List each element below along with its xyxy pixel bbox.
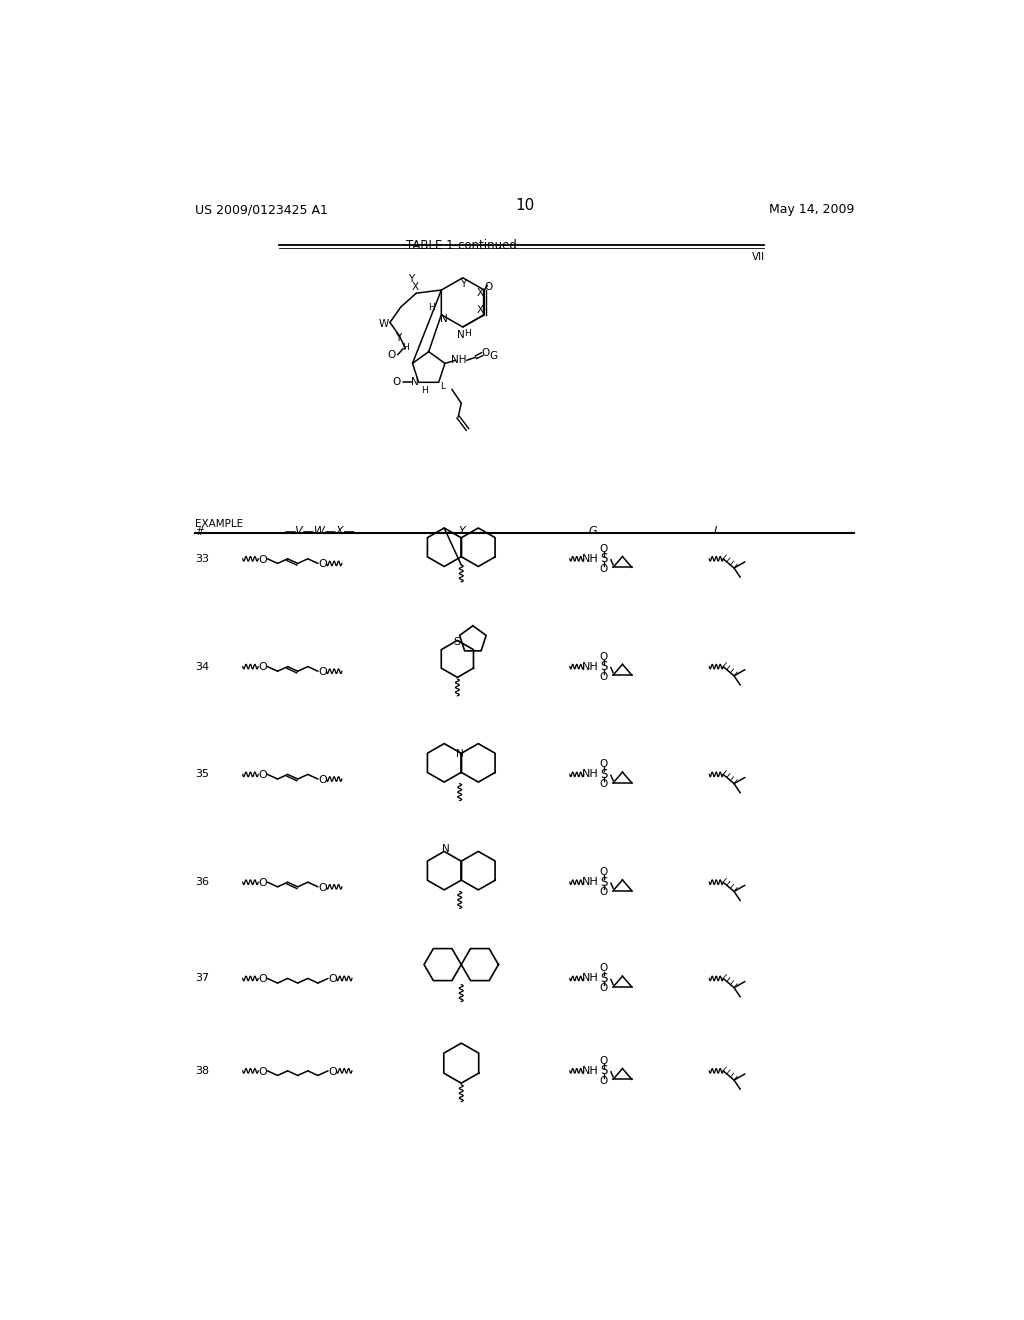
Text: O: O	[600, 779, 608, 789]
Text: NH: NH	[582, 878, 598, 887]
Text: 35: 35	[196, 770, 210, 779]
Text: O: O	[600, 1056, 608, 1065]
Text: 34: 34	[196, 661, 210, 672]
Text: G: G	[589, 527, 597, 536]
Text: S: S	[453, 638, 460, 647]
Text: O: O	[600, 672, 608, 681]
Text: NH: NH	[582, 554, 598, 564]
Text: O: O	[600, 964, 608, 973]
Text: O: O	[393, 378, 401, 387]
Text: S: S	[600, 972, 607, 985]
Text: O: O	[481, 347, 489, 358]
Text: S: S	[600, 875, 607, 888]
Text: S: S	[600, 1064, 607, 1077]
Text: N: N	[457, 748, 464, 759]
Text: O: O	[484, 282, 493, 292]
Text: May 14, 2009: May 14, 2009	[769, 203, 854, 216]
Text: O: O	[258, 554, 267, 565]
Text: 37: 37	[196, 973, 210, 983]
Text: H: H	[422, 385, 428, 395]
Text: O: O	[258, 974, 267, 985]
Text: Y: Y	[460, 279, 466, 289]
Text: O: O	[329, 974, 337, 985]
Text: 10: 10	[515, 198, 535, 214]
Text: O: O	[258, 663, 267, 672]
Text: O: O	[600, 564, 608, 574]
Text: NH: NH	[452, 355, 467, 364]
Text: L: L	[440, 381, 445, 391]
Text: O: O	[258, 770, 267, 780]
Text: —V—W—X—: —V—W—X—	[285, 527, 355, 536]
Text: O: O	[329, 1067, 337, 1077]
Text: H: H	[464, 329, 471, 338]
Text: O: O	[600, 544, 608, 554]
Text: O: O	[600, 983, 608, 994]
Text: S: S	[600, 768, 607, 781]
Text: N: N	[442, 843, 450, 854]
Text: US 2009/0123425 A1: US 2009/0123425 A1	[196, 203, 329, 216]
Text: O: O	[600, 887, 608, 898]
Text: O: O	[600, 1076, 608, 1086]
Text: O: O	[600, 867, 608, 878]
Text: Y: Y	[394, 333, 400, 343]
Text: O: O	[318, 667, 327, 677]
Text: X: X	[476, 288, 483, 298]
Text: H: H	[428, 302, 435, 312]
Text: S: S	[600, 552, 607, 565]
Text: EXAMPLE: EXAMPLE	[196, 519, 244, 529]
Text: NH: NH	[582, 770, 598, 779]
Text: O: O	[387, 350, 395, 360]
Text: N: N	[411, 378, 419, 387]
Text: X: X	[412, 282, 419, 292]
Text: NH: NH	[582, 973, 598, 983]
Text: O: O	[600, 652, 608, 661]
Text: H: H	[402, 343, 409, 351]
Text: O: O	[258, 1067, 267, 1077]
Text: O: O	[258, 878, 267, 888]
Text: O: O	[318, 560, 327, 569]
Text: 33: 33	[196, 554, 210, 564]
Text: #: #	[196, 527, 204, 537]
Text: Y: Y	[458, 527, 465, 536]
Text: S: S	[600, 660, 607, 673]
Text: O: O	[600, 759, 608, 770]
Text: NH: NH	[582, 1065, 598, 1076]
Text: NH: NH	[582, 661, 598, 672]
Text: N: N	[457, 330, 464, 339]
Text: O: O	[318, 775, 327, 785]
Text: Y: Y	[408, 275, 414, 284]
Text: TABLE 1-continued: TABLE 1-continued	[406, 239, 517, 252]
Text: 36: 36	[196, 878, 210, 887]
Text: N: N	[439, 314, 447, 325]
Text: X: X	[476, 305, 483, 315]
Text: 38: 38	[196, 1065, 210, 1076]
Text: VII: VII	[752, 252, 765, 261]
Text: L: L	[714, 527, 720, 536]
Text: O: O	[318, 883, 327, 892]
Text: W: W	[379, 319, 389, 329]
Text: G: G	[488, 351, 497, 360]
